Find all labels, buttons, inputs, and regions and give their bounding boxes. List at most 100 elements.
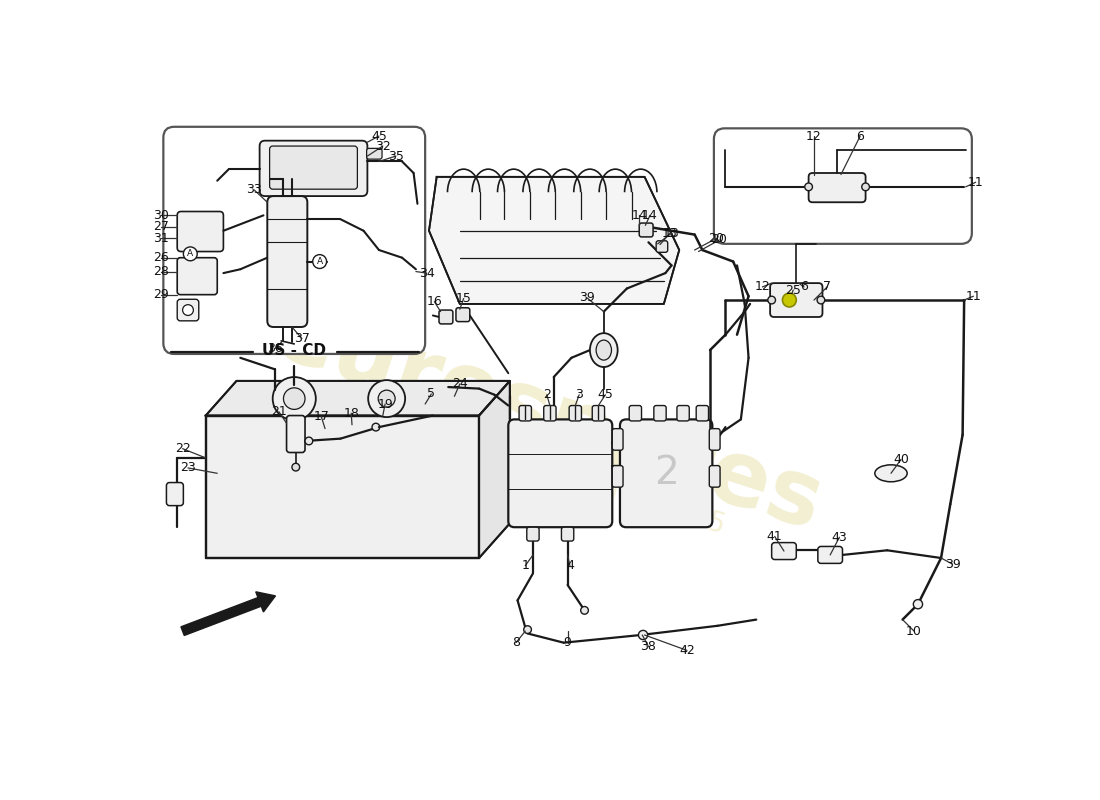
Ellipse shape — [590, 333, 618, 367]
FancyBboxPatch shape — [455, 308, 470, 322]
FancyBboxPatch shape — [772, 542, 796, 559]
Polygon shape — [480, 381, 510, 558]
Circle shape — [805, 183, 813, 190]
Polygon shape — [206, 381, 510, 415]
FancyBboxPatch shape — [267, 196, 307, 327]
Text: 42: 42 — [679, 644, 695, 657]
Text: 27: 27 — [153, 220, 169, 234]
Text: 12: 12 — [755, 281, 770, 294]
Text: 31: 31 — [153, 232, 169, 245]
Text: 24: 24 — [452, 378, 468, 390]
Text: 8: 8 — [512, 636, 520, 650]
Text: 33: 33 — [246, 183, 262, 197]
Circle shape — [312, 254, 327, 269]
FancyBboxPatch shape — [656, 241, 668, 252]
Text: 14: 14 — [642, 209, 658, 222]
Circle shape — [861, 183, 869, 190]
FancyBboxPatch shape — [714, 128, 972, 244]
FancyBboxPatch shape — [177, 258, 218, 294]
FancyBboxPatch shape — [818, 546, 843, 563]
Text: 20: 20 — [708, 232, 724, 245]
Ellipse shape — [874, 465, 907, 482]
Circle shape — [368, 380, 405, 417]
Text: 43: 43 — [832, 530, 847, 544]
FancyBboxPatch shape — [639, 223, 653, 237]
Text: 30: 30 — [153, 209, 169, 222]
Text: 39: 39 — [579, 291, 595, 304]
Text: 6: 6 — [800, 281, 807, 294]
Text: 16: 16 — [427, 295, 442, 308]
Text: 4: 4 — [566, 559, 574, 572]
Circle shape — [305, 437, 312, 445]
Circle shape — [524, 626, 531, 634]
FancyBboxPatch shape — [676, 406, 690, 421]
Text: 40: 40 — [893, 453, 909, 466]
FancyBboxPatch shape — [710, 466, 720, 487]
Text: 38: 38 — [640, 640, 657, 653]
FancyBboxPatch shape — [366, 148, 382, 159]
Text: 5: 5 — [427, 387, 436, 401]
Text: 19: 19 — [377, 398, 393, 410]
Text: 3: 3 — [575, 388, 583, 402]
FancyBboxPatch shape — [163, 126, 425, 354]
FancyBboxPatch shape — [613, 429, 623, 450]
Text: 7: 7 — [823, 281, 832, 294]
FancyBboxPatch shape — [710, 429, 720, 450]
Text: 12: 12 — [806, 130, 822, 142]
Text: 35: 35 — [388, 150, 404, 162]
FancyBboxPatch shape — [696, 406, 708, 421]
Text: 26: 26 — [153, 251, 169, 264]
Text: a passion for parts since 1985: a passion for parts since 1985 — [321, 383, 729, 540]
Text: 23: 23 — [180, 462, 196, 474]
FancyBboxPatch shape — [527, 527, 539, 541]
Text: 2: 2 — [543, 388, 551, 402]
FancyBboxPatch shape — [519, 406, 531, 421]
FancyArrow shape — [182, 592, 275, 635]
Text: 28: 28 — [153, 265, 169, 278]
Text: 6: 6 — [856, 130, 865, 142]
Text: 13: 13 — [662, 226, 678, 239]
FancyBboxPatch shape — [439, 310, 453, 324]
FancyBboxPatch shape — [260, 141, 367, 196]
Text: 15: 15 — [455, 292, 472, 305]
Text: 14: 14 — [631, 209, 647, 222]
FancyBboxPatch shape — [286, 415, 305, 453]
Text: 45: 45 — [371, 130, 387, 142]
Circle shape — [913, 599, 923, 609]
FancyBboxPatch shape — [808, 173, 866, 202]
FancyBboxPatch shape — [177, 211, 223, 251]
FancyBboxPatch shape — [653, 406, 667, 421]
Text: 37: 37 — [294, 332, 310, 345]
Text: 18: 18 — [343, 406, 360, 420]
Text: 11: 11 — [966, 290, 981, 302]
Text: 20: 20 — [712, 234, 727, 246]
Circle shape — [184, 247, 197, 261]
Text: US - CD: US - CD — [262, 342, 327, 358]
Text: eurospares: eurospares — [264, 290, 833, 550]
Ellipse shape — [596, 340, 612, 360]
FancyBboxPatch shape — [613, 466, 623, 487]
Circle shape — [581, 606, 589, 614]
FancyBboxPatch shape — [270, 146, 358, 189]
Text: 41: 41 — [767, 530, 782, 543]
FancyBboxPatch shape — [569, 406, 582, 421]
Text: 25: 25 — [785, 283, 801, 297]
Text: 10: 10 — [906, 625, 922, 638]
Text: 9: 9 — [563, 636, 572, 650]
FancyBboxPatch shape — [561, 527, 574, 541]
Text: 13: 13 — [663, 226, 680, 239]
Circle shape — [768, 296, 776, 304]
Circle shape — [638, 630, 648, 640]
FancyBboxPatch shape — [620, 419, 713, 527]
FancyBboxPatch shape — [592, 406, 605, 421]
Text: 1: 1 — [521, 559, 529, 572]
FancyBboxPatch shape — [508, 419, 613, 527]
Circle shape — [292, 463, 299, 471]
FancyBboxPatch shape — [770, 283, 823, 317]
Text: 22: 22 — [175, 442, 190, 455]
Text: A: A — [317, 257, 322, 266]
Polygon shape — [206, 415, 480, 558]
Text: 21: 21 — [271, 405, 287, 418]
Circle shape — [284, 388, 305, 410]
Text: 39: 39 — [945, 558, 960, 570]
